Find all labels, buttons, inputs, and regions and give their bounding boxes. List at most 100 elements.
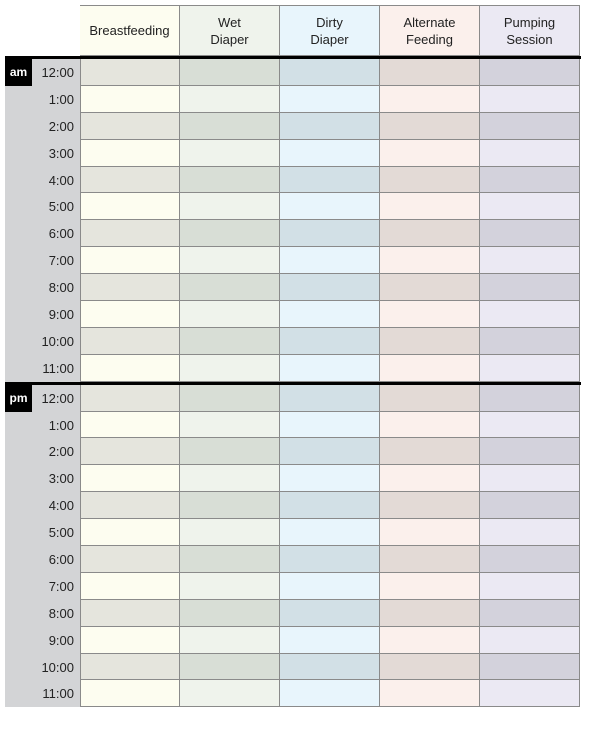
log-cell[interactable] [380, 411, 480, 439]
log-cell[interactable] [480, 112, 580, 140]
log-cell[interactable] [80, 653, 180, 681]
log-cell[interactable] [280, 599, 380, 627]
log-cell[interactable] [80, 599, 180, 627]
log-cell[interactable] [280, 166, 380, 194]
log-cell[interactable] [480, 85, 580, 113]
log-cell[interactable] [80, 274, 180, 302]
log-cell[interactable] [80, 519, 180, 547]
log-cell[interactable] [380, 301, 480, 328]
log-cell[interactable] [280, 274, 380, 302]
log-cell[interactable] [280, 492, 380, 520]
log-cell[interactable] [80, 572, 180, 600]
log-cell[interactable] [280, 546, 380, 573]
log-cell[interactable] [80, 139, 180, 167]
log-cell[interactable] [380, 465, 480, 493]
log-cell[interactable] [480, 327, 580, 355]
log-cell[interactable] [180, 384, 280, 412]
log-cell[interactable] [80, 247, 180, 275]
log-cell[interactable] [80, 492, 180, 520]
log-cell[interactable] [480, 492, 580, 520]
log-cell[interactable] [280, 411, 380, 439]
log-cell[interactable] [280, 139, 380, 167]
log-cell[interactable] [280, 220, 380, 248]
log-cell[interactable] [380, 193, 480, 221]
log-cell[interactable] [380, 59, 480, 86]
log-cell[interactable] [380, 519, 480, 547]
log-cell[interactable] [180, 411, 280, 439]
log-cell[interactable] [480, 465, 580, 493]
log-cell[interactable] [280, 247, 380, 275]
log-cell[interactable] [380, 572, 480, 600]
log-cell[interactable] [380, 85, 480, 113]
log-cell[interactable] [480, 546, 580, 573]
log-cell[interactable] [180, 438, 280, 466]
log-cell[interactable] [180, 354, 280, 382]
log-cell[interactable] [180, 546, 280, 573]
log-cell[interactable] [180, 626, 280, 654]
log-cell[interactable] [480, 626, 580, 654]
log-cell[interactable] [180, 599, 280, 627]
log-cell[interactable] [480, 193, 580, 221]
log-cell[interactable] [180, 492, 280, 520]
log-cell[interactable] [180, 166, 280, 194]
log-cell[interactable] [180, 465, 280, 493]
log-cell[interactable] [280, 354, 380, 382]
log-cell[interactable] [380, 354, 480, 382]
log-cell[interactable] [80, 327, 180, 355]
log-cell[interactable] [280, 465, 380, 493]
log-cell[interactable] [180, 274, 280, 302]
log-cell[interactable] [280, 438, 380, 466]
log-cell[interactable] [280, 112, 380, 140]
log-cell[interactable] [280, 384, 380, 412]
log-cell[interactable] [80, 626, 180, 654]
log-cell[interactable] [280, 59, 380, 86]
log-cell[interactable] [380, 546, 480, 573]
log-cell[interactable] [180, 220, 280, 248]
log-cell[interactable] [80, 301, 180, 328]
log-cell[interactable] [180, 59, 280, 86]
log-cell[interactable] [380, 438, 480, 466]
log-cell[interactable] [480, 139, 580, 167]
log-cell[interactable] [80, 384, 180, 412]
log-cell[interactable] [80, 166, 180, 194]
log-cell[interactable] [480, 274, 580, 302]
log-cell[interactable] [280, 519, 380, 547]
log-cell[interactable] [180, 327, 280, 355]
log-cell[interactable] [80, 546, 180, 573]
log-cell[interactable] [480, 301, 580, 328]
log-cell[interactable] [480, 519, 580, 547]
log-cell[interactable] [380, 220, 480, 248]
log-cell[interactable] [280, 626, 380, 654]
log-cell[interactable] [180, 193, 280, 221]
log-cell[interactable] [80, 354, 180, 382]
log-cell[interactable] [180, 680, 280, 708]
log-cell[interactable] [280, 572, 380, 600]
log-cell[interactable] [480, 572, 580, 600]
log-cell[interactable] [280, 653, 380, 681]
log-cell[interactable] [80, 59, 180, 86]
log-cell[interactable] [80, 112, 180, 140]
log-cell[interactable] [380, 139, 480, 167]
log-cell[interactable] [480, 599, 580, 627]
log-cell[interactable] [480, 384, 580, 412]
log-cell[interactable] [480, 653, 580, 681]
log-cell[interactable] [380, 680, 480, 708]
log-cell[interactable] [80, 465, 180, 493]
log-cell[interactable] [380, 274, 480, 302]
log-cell[interactable] [380, 653, 480, 681]
log-cell[interactable] [380, 626, 480, 654]
log-cell[interactable] [480, 220, 580, 248]
log-cell[interactable] [180, 572, 280, 600]
log-cell[interactable] [280, 327, 380, 355]
log-cell[interactable] [380, 327, 480, 355]
log-cell[interactable] [480, 247, 580, 275]
log-cell[interactable] [480, 438, 580, 466]
log-cell[interactable] [480, 354, 580, 382]
log-cell[interactable] [180, 247, 280, 275]
log-cell[interactable] [380, 247, 480, 275]
log-cell[interactable] [280, 193, 380, 221]
log-cell[interactable] [480, 680, 580, 708]
log-cell[interactable] [180, 519, 280, 547]
log-cell[interactable] [80, 680, 180, 708]
log-cell[interactable] [380, 492, 480, 520]
